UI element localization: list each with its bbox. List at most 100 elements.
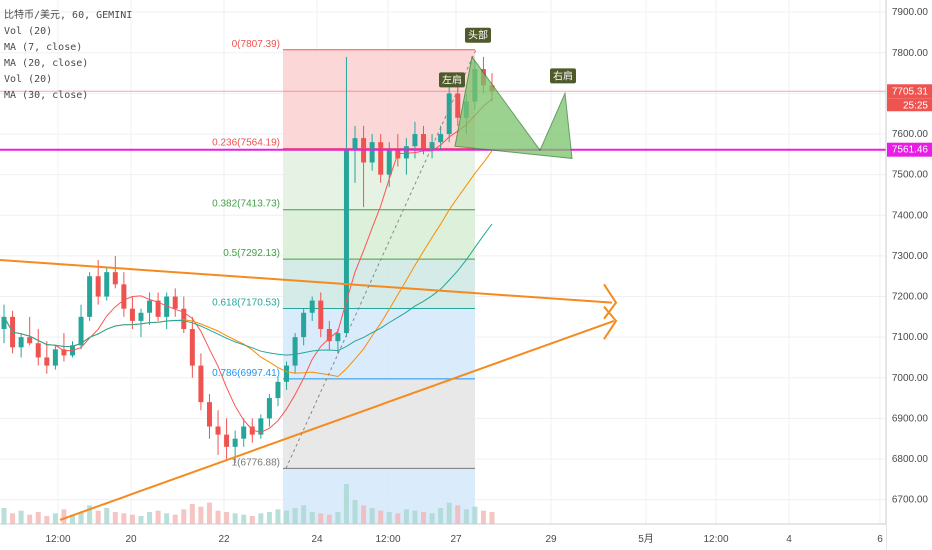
candle-body (87, 276, 93, 317)
candle-body (206, 402, 212, 427)
candle-body (52, 349, 58, 366)
candle-body (275, 381, 281, 399)
volume-bar (44, 516, 50, 524)
fibonacci-labels: 0(7807.39) 0.236(7564.19) 0.382(7413.73) 0.… (212, 39, 280, 469)
time-tick-label: 20 (125, 534, 137, 545)
price-tick-label: 6900.00 (892, 413, 929, 424)
ma-30-line (3, 223, 493, 356)
price-tick-label: 7900.00 (892, 7, 929, 18)
candle-body (27, 337, 33, 344)
volume-bar (155, 510, 161, 524)
legend-symbol[interactable]: 比特币/美元, 60, GEMINI (4, 10, 133, 21)
candle-body (121, 284, 127, 309)
price-marker-tag (887, 84, 932, 99)
time-axis-bg (0, 524, 886, 550)
candle-body (104, 272, 110, 297)
volume-bar (395, 513, 401, 524)
volume-bar (138, 516, 144, 524)
drawings (0, 49, 886, 521)
legend-ma-30[interactable]: MA (30, close) (4, 90, 89, 101)
fib-band (283, 209, 475, 260)
volume-bar (10, 513, 16, 524)
candle-body (352, 138, 358, 151)
ma-7-line (3, 98, 493, 433)
candle-body (446, 93, 452, 135)
candle-body (284, 365, 290, 382)
candle-body (309, 300, 315, 313)
annotation-label: 头部 (468, 29, 488, 42)
price-tick-label: 7300.00 (892, 251, 929, 262)
candle-body (224, 434, 230, 447)
time-tick-label: 12:00 (45, 534, 70, 545)
price-tick-label: 7800.00 (892, 48, 929, 59)
time-tick-label: 5月 (638, 533, 654, 545)
fib-trend-line (285, 49, 477, 469)
candle-body (429, 142, 435, 151)
volume-bar (309, 512, 315, 524)
price-marker-tag (887, 142, 932, 157)
volume-bar (78, 512, 84, 524)
candle-body (95, 276, 101, 297)
price-tick-label: 7100.00 (892, 332, 929, 343)
volume-bar (215, 510, 221, 524)
candle-body (215, 426, 221, 435)
legend-ma-7[interactable]: MA (7, close) (4, 42, 83, 53)
volume-bar (378, 510, 384, 524)
volume-bar (112, 512, 118, 524)
annotation-label: 左肩 (442, 73, 462, 86)
volume-bar (241, 514, 247, 524)
countdown-tag (887, 98, 932, 112)
price-axis: 6700.00 6800.00 6900.00 7000.00 7100.00 7200.… (885, 0, 932, 550)
volume-bar (446, 502, 452, 524)
candle-body (403, 146, 409, 159)
volume-bar (1, 508, 7, 524)
candle-body (318, 300, 324, 330)
time-tick-label: 6 (877, 534, 883, 545)
candle-body (78, 316, 84, 346)
price-marker-label: 7705.31 (892, 86, 929, 97)
volume-bar (275, 509, 281, 524)
time-tick-label: 29 (545, 534, 557, 545)
volume-bar (104, 508, 110, 524)
candle-body (18, 337, 24, 348)
fib-band (283, 378, 475, 469)
volume-bar (463, 509, 469, 524)
candle-body (129, 308, 135, 321)
countdown-label: 25:25 (903, 100, 928, 111)
price-axis-bg (886, 0, 932, 550)
volume-bar (301, 505, 307, 524)
candle-body (421, 134, 427, 151)
volume-bar (121, 513, 127, 524)
candle-body (335, 333, 341, 342)
volume-bar (343, 484, 349, 524)
candle-body (241, 426, 247, 439)
volume-bar (95, 510, 101, 524)
fib-band (283, 308, 475, 379)
candle-body (138, 312, 144, 321)
fib-level-label: 0.382(7413.73) (212, 199, 280, 210)
volume-bar (326, 514, 332, 524)
legend-ma-20[interactable]: MA (20, close) (4, 58, 89, 69)
candle-body (378, 142, 384, 175)
price-tick-label: 7400.00 (892, 210, 929, 221)
price-tick-label: 7600.00 (892, 129, 929, 140)
fib-level-label: 0.618(7170.53) (212, 297, 280, 308)
volume-bar (429, 513, 435, 524)
legend-volume-1[interactable]: Vol (20) (4, 26, 53, 37)
fib-band (283, 259, 475, 309)
fib-level-label: 0.5(7292.13) (223, 248, 280, 259)
fib-band (283, 49, 475, 149)
volume-bar (386, 512, 392, 524)
fib-level-label: 0(7807.39) (232, 39, 280, 50)
volume-bar (403, 509, 409, 524)
legend-volume-2[interactable]: Vol (20) (4, 74, 53, 85)
candle-body (232, 438, 238, 447)
candle-body (155, 300, 161, 317)
candle-body (386, 150, 392, 175)
volume-bar (284, 510, 290, 524)
candle-body (164, 296, 170, 317)
volume-bar (198, 506, 204, 524)
moving-averages (3, 98, 493, 433)
candle-body (1, 316, 7, 330)
